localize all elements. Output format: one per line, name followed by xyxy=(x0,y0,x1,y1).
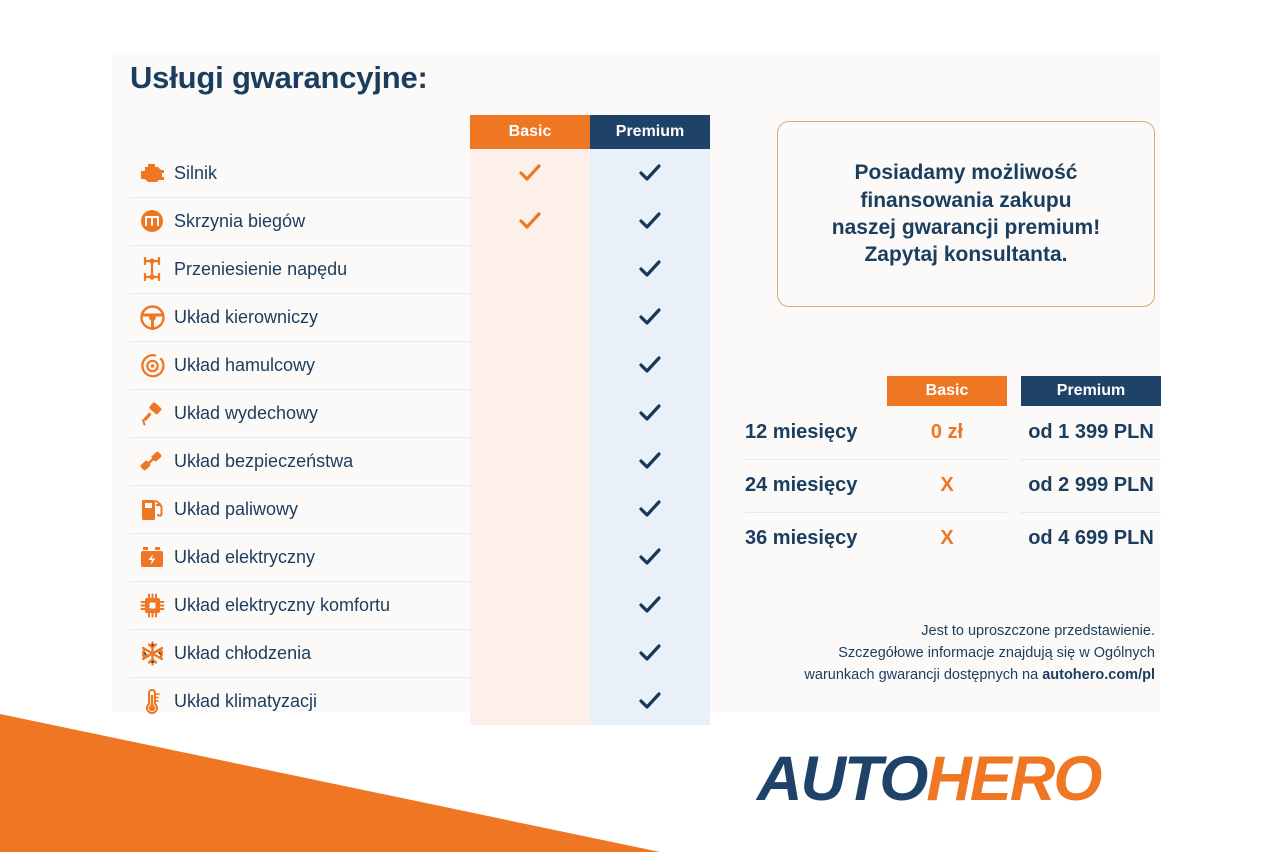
premium-check xyxy=(590,389,710,437)
gearbox-icon xyxy=(130,209,174,233)
table-row: Układ paliwowy xyxy=(130,485,710,533)
row-label: Układ elektryczny komfortu xyxy=(174,594,391,615)
financing-promo-box: Posiadamy możliwość finansowania zakupu … xyxy=(777,121,1155,307)
premium-check xyxy=(590,437,710,485)
price-basic: 0 zł xyxy=(930,421,964,443)
row-label: Układ bezpieczeństwa xyxy=(174,450,354,471)
price-premium: od 4 699 PLN xyxy=(1028,527,1154,549)
table-row: Układ kierowniczy xyxy=(130,293,710,341)
price-term: 36 miesięcy xyxy=(745,527,858,549)
row-label: Przeniesienie napędu xyxy=(174,258,348,279)
battery-icon xyxy=(130,546,174,568)
price-premium: od 2 999 PLN xyxy=(1028,474,1154,496)
price-row: 24 miesięcy X od 2 999 PLN xyxy=(737,459,1167,512)
price-rows: 12 miesięcy 0 zł od 1 399 PLN 24 miesięc… xyxy=(737,406,1167,565)
premium-check xyxy=(590,197,710,245)
basic-column-band xyxy=(470,115,590,725)
row-label: Układ paliwowy xyxy=(174,498,299,519)
row-label: Układ chłodzenia xyxy=(174,642,312,663)
row-label: Układ elektryczny xyxy=(174,546,316,567)
column-header-basic: Basic xyxy=(470,115,590,149)
price-premium: od 1 399 PLN xyxy=(1028,421,1154,443)
row-label: Skrzynia biegów xyxy=(174,210,306,231)
premium-column-band xyxy=(590,115,710,725)
promo-line-1: Posiadamy możliwość xyxy=(854,161,1078,185)
promo-text: Posiadamy możliwość finansowania zakupu … xyxy=(832,159,1100,268)
price-header-basic: Basic xyxy=(887,376,1007,406)
brake-disc-icon xyxy=(130,353,174,378)
price-term: 12 miesięcy xyxy=(745,421,858,443)
row-label: Układ hamulcowy xyxy=(174,354,316,375)
premium-check xyxy=(590,677,710,725)
orange-corner-wedge xyxy=(0,714,660,852)
table-row: Układ bezpieczeństwa xyxy=(130,437,710,485)
footnote-line-3: warunkach gwarancji dostępnych na autohe… xyxy=(520,664,1155,686)
footnote-line-1: Jest to uproszczone przedstawienie. xyxy=(921,623,1155,639)
footnote-line-3-text: warunkach gwarancji dostępnych na xyxy=(804,667,1043,684)
table-row: Układ klimatyzacji xyxy=(130,677,710,725)
premium-check xyxy=(590,581,710,629)
table-row: Silnik xyxy=(130,149,710,197)
seatbelt-icon xyxy=(130,449,174,474)
thermometer-icon xyxy=(130,688,174,714)
premium-check xyxy=(590,341,710,389)
premium-check xyxy=(590,293,710,341)
price-header-premium: Premium xyxy=(1021,376,1161,406)
exhaust-icon xyxy=(130,401,174,426)
premium-check xyxy=(590,533,710,581)
engine-icon xyxy=(130,162,174,184)
fuel-pump-icon xyxy=(130,497,174,522)
promo-line-2: finansowania zakupu xyxy=(860,188,1072,212)
premium-check xyxy=(590,245,710,293)
table-row: Układ hamulcowy xyxy=(130,341,710,389)
table-row: Układ elektryczny xyxy=(130,533,710,581)
footnote: Jest to uproszczone przedstawienie. Szcz… xyxy=(520,620,1155,686)
steering-wheel-icon xyxy=(130,304,174,330)
table-row: Układ elektryczny komfortu xyxy=(130,581,710,629)
promo-line-4: Zapytaj konsultanta. xyxy=(864,243,1068,267)
price-row: 36 miesięcy X od 4 699 PLN xyxy=(737,512,1167,565)
autohero-logo: AUTOHERO xyxy=(757,748,1102,811)
snowflake-icon xyxy=(130,640,174,666)
row-label: Układ wydechowy xyxy=(174,402,319,423)
price-row: 12 miesięcy 0 zł od 1 399 PLN xyxy=(737,406,1167,459)
logo-auto-text: AUTO xyxy=(757,744,928,814)
footnote-website-link[interactable]: autohero.com/pl xyxy=(1042,667,1155,684)
price-basic: X xyxy=(940,527,954,549)
table-row: Skrzynia biegów xyxy=(130,197,710,245)
row-label: Układ klimatyzacji xyxy=(174,690,318,711)
row-label: Układ kierowniczy xyxy=(174,306,319,327)
basic-check xyxy=(470,149,590,197)
chip-icon xyxy=(130,593,174,618)
column-header-premium: Premium xyxy=(590,115,710,149)
footnote-line-2: Szczegółowe informacje znajdują się w Og… xyxy=(838,645,1155,662)
logo-hero-text: HERO xyxy=(926,744,1102,814)
comparison-rows: Silnik Skrzynia biegów xyxy=(130,149,710,725)
row-label: Silnik xyxy=(174,162,218,183)
price-term: 24 miesięcy xyxy=(745,474,858,496)
table-row: Układ chłodzenia xyxy=(130,629,710,677)
premium-check xyxy=(590,629,710,677)
page-title: Usługi gwarancyjne: xyxy=(130,60,428,95)
premium-check xyxy=(590,149,710,197)
drivetrain-icon xyxy=(130,256,174,282)
basic-check xyxy=(470,197,590,245)
premium-check xyxy=(590,485,710,533)
table-row: Przeniesienie napędu xyxy=(130,245,710,293)
price-basic: X xyxy=(940,474,954,496)
table-row: Układ wydechowy xyxy=(130,389,710,437)
promo-line-3: naszej gwarancji premium! xyxy=(831,216,1101,239)
